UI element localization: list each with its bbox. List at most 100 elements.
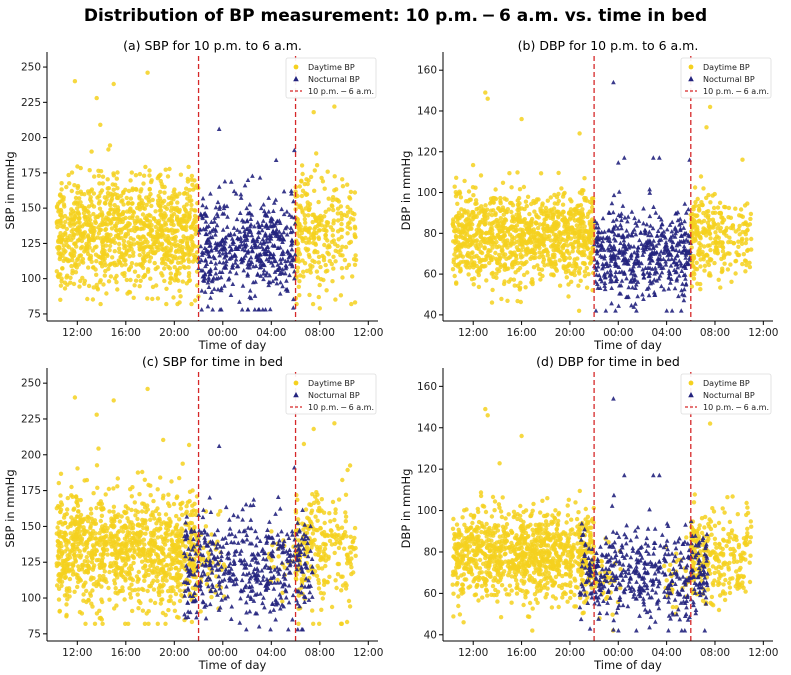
daytime-bp-point — [737, 223, 742, 229]
daytime-bp-point — [534, 221, 539, 226]
daytime-bp-point — [333, 297, 338, 302]
nocturnal-bp-point — [603, 308, 609, 313]
daytime-bp-point — [548, 238, 553, 243]
daytime-bp-point — [303, 220, 308, 225]
nocturnal-bp-point — [619, 217, 624, 223]
nocturnal-bp-point — [264, 244, 270, 249]
daytime-bp-point — [543, 216, 549, 222]
nocturnal-bp-point — [279, 232, 284, 237]
nocturnal-bp-point — [281, 229, 287, 235]
daytime-bp-point — [336, 545, 342, 551]
nocturnal-bp-point — [644, 221, 650, 227]
daytime-bp-point — [577, 131, 582, 136]
daytime-bp-point — [102, 195, 108, 200]
daytime-bp-point — [454, 191, 460, 197]
daytime-bp-point — [175, 242, 180, 248]
daytime-bp-point — [92, 563, 97, 568]
daytime-bp-point — [299, 178, 304, 183]
daytime-bp-point — [106, 266, 111, 272]
daytime-bp-point — [551, 272, 556, 277]
nocturnal-bp-point — [652, 292, 658, 298]
daytime-bp-point — [136, 569, 141, 575]
nocturnal-bp-point — [267, 279, 273, 285]
x-tick-label: 04:00 — [651, 327, 681, 339]
daytime-bp-point — [117, 246, 122, 251]
daytime-bp-point — [320, 253, 325, 259]
daytime-bp-point — [296, 538, 302, 543]
daytime-bp-point — [316, 228, 321, 233]
daytime-bp-point — [513, 270, 518, 275]
daytime-bp-point — [543, 205, 549, 211]
daytime-bp-point — [340, 574, 345, 579]
daytime-bp-point — [349, 571, 354, 577]
nocturnal-bp-point — [657, 261, 662, 267]
daytime-bp-point — [82, 531, 87, 537]
nocturnal-bp-point — [664, 227, 670, 232]
x-tick-label: 08:00 — [700, 327, 730, 339]
daytime-bp-point — [458, 230, 464, 235]
daytime-bp-point — [329, 261, 334, 267]
daytime-bp-point — [568, 271, 573, 276]
daytime-bp-point — [691, 223, 696, 228]
nocturnal-bp-point — [645, 270, 650, 275]
daytime-bp-point — [743, 232, 748, 237]
daytime-bp-point — [126, 228, 131, 233]
nocturnal-bp-point — [274, 280, 280, 286]
daytime-bp-point — [128, 196, 134, 201]
daytime-bp-point — [740, 261, 745, 267]
nocturnal-bp-point — [209, 247, 214, 252]
daytime-bp-point — [137, 207, 143, 212]
daytime-bp-point — [463, 242, 468, 247]
nocturnal-bp-point — [267, 232, 273, 237]
nocturnal-bp-point — [203, 204, 209, 210]
daytime-bp-point — [60, 568, 65, 573]
daytime-bp-point — [480, 230, 485, 236]
daytime-bp-point — [147, 231, 152, 237]
daytime-bp-point — [67, 221, 72, 226]
daytime-bp-point — [504, 256, 509, 261]
nocturnal-bp-point — [271, 208, 276, 214]
daytime-bp-point — [550, 216, 555, 221]
daytime-bp-point — [527, 250, 532, 255]
daytime-bp-point — [88, 535, 93, 540]
daytime-bp-point — [316, 215, 322, 221]
daytime-bp-point — [317, 621, 322, 626]
daytime-bp-point — [151, 216, 157, 222]
daytime-bp-point — [61, 243, 66, 248]
daytime-bp-point — [551, 206, 557, 211]
nocturnal-bp-point — [258, 205, 264, 211]
daytime-bp-point — [321, 578, 327, 583]
daytime-bp-point — [114, 570, 119, 576]
daytime-bp-point — [690, 263, 695, 268]
nocturnal-bp-point — [286, 250, 292, 256]
daytime-bp-point — [314, 151, 319, 156]
nocturnal-bp-point — [230, 265, 236, 270]
daytime-bp-point — [169, 205, 174, 210]
nocturnal-bp-point — [277, 229, 282, 234]
daytime-bp-point — [731, 240, 737, 246]
nocturnal-bp-point — [240, 246, 245, 252]
daytime-bp-point — [150, 234, 156, 239]
nocturnal-bp-point — [199, 257, 204, 263]
nocturnal-bp-point — [231, 188, 237, 194]
nocturnal-bp-point — [270, 228, 276, 233]
daytime-bp-point — [704, 195, 709, 201]
daytime-bp-point — [476, 272, 481, 278]
daytime-bp-point — [111, 216, 117, 221]
nocturnal-bp-point — [207, 271, 213, 277]
nocturnal-bp-point — [650, 241, 656, 247]
daytime-bp-point — [180, 461, 185, 466]
daytime-bp-point — [150, 296, 155, 302]
nocturnal-bp-point — [217, 269, 223, 275]
daytime-bp-point — [577, 190, 583, 195]
y-tick-label: 175 — [21, 167, 41, 179]
daytime-bp-point — [330, 198, 335, 203]
daytime-bp-point — [339, 213, 345, 218]
nocturnal-bp-point — [233, 257, 239, 262]
daytime-bp-point — [146, 482, 151, 488]
daytime-bp-point — [193, 298, 198, 303]
nocturnal-bp-point — [673, 230, 678, 236]
daytime-bp-point — [73, 559, 78, 564]
nocturnal-bp-point — [267, 223, 273, 228]
daytime-bp-point — [60, 266, 65, 271]
